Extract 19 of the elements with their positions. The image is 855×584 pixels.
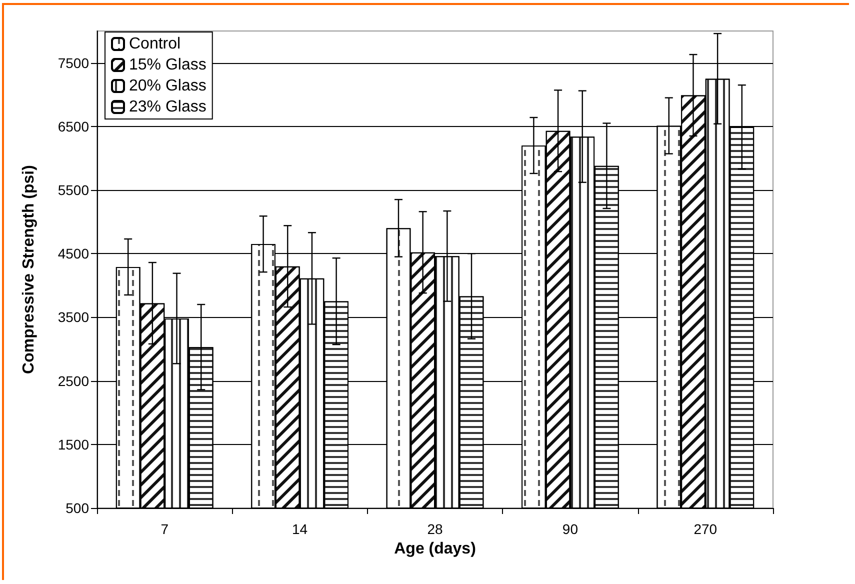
x-tick-label: 28 [427, 521, 443, 537]
y-tick-label: 1500 [58, 436, 90, 452]
x-tick-label: 7 [160, 521, 169, 537]
legend-label: 15% Glass [129, 56, 206, 74]
y-tick-label: 4500 [58, 246, 90, 262]
y-tick-label: 5500 [58, 182, 90, 198]
y-tick-label: 7500 [58, 54, 90, 71]
x-tick-label: 270 [694, 521, 718, 537]
x-tick-label: 90 [562, 521, 578, 537]
legend-label: 23% Glass [129, 98, 206, 116]
y-tick-label: 6500 [58, 118, 90, 134]
y-tick-label: 3500 [58, 309, 90, 326]
x-tick-label: 14 [292, 521, 308, 537]
legend-label: Control [129, 36, 181, 52]
y-axis-title: Compressive Strength (psi) [20, 165, 38, 374]
legend-label: 20% Glass [129, 78, 206, 94]
y-tick-label: 500 [66, 500, 90, 516]
y-tick-label: 2500 [58, 372, 90, 389]
x-axis-title: Age (days) [394, 540, 476, 558]
